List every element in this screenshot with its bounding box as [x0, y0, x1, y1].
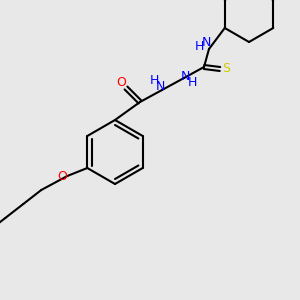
Text: H: H	[194, 40, 204, 53]
Text: O: O	[57, 170, 67, 184]
Text: H: H	[187, 76, 197, 89]
Text: S: S	[222, 62, 230, 76]
Text: N: N	[155, 80, 165, 92]
Text: N: N	[180, 70, 190, 83]
Text: H: H	[149, 74, 159, 88]
Text: O: O	[116, 76, 126, 89]
Text: N: N	[201, 37, 211, 50]
